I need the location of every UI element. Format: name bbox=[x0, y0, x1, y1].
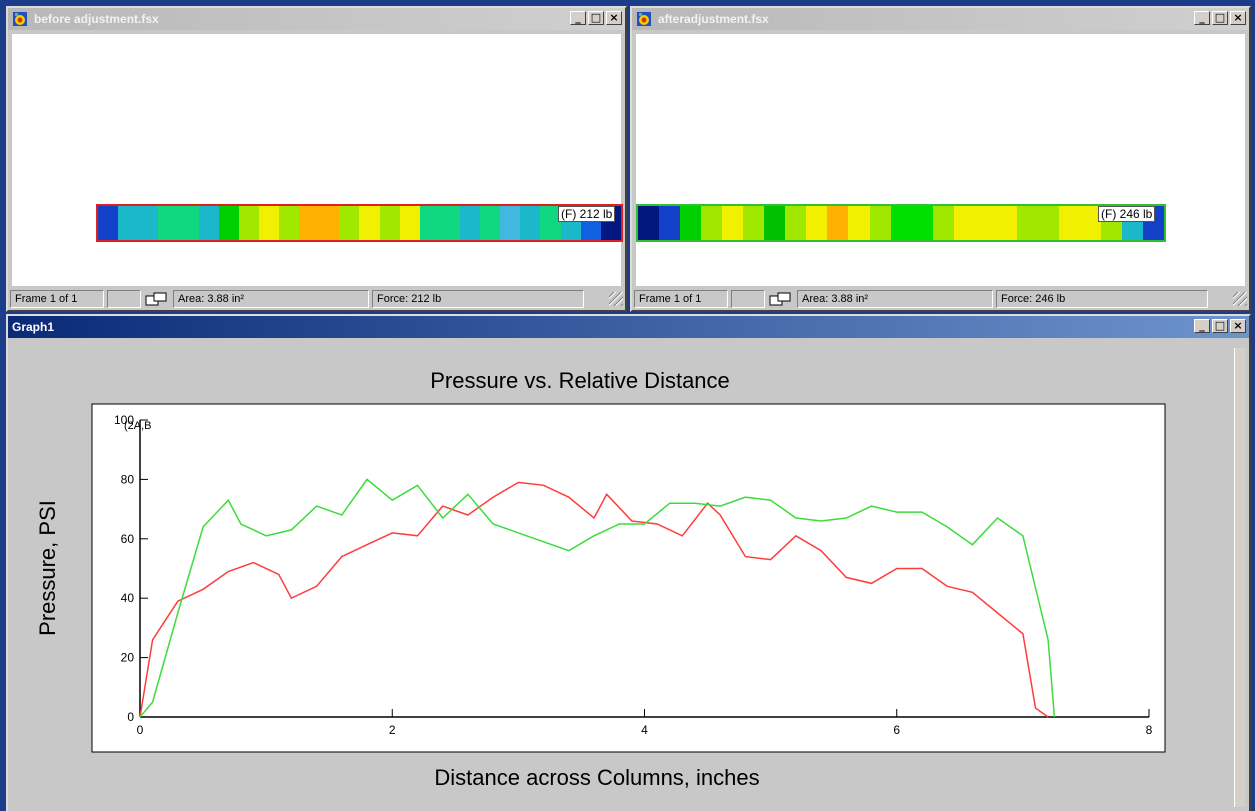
vertical-scrollbar[interactable] bbox=[1234, 348, 1245, 807]
window-titlebar[interactable]: afteradjustment.fsx _ □ × bbox=[632, 8, 1249, 30]
pressure-cell bbox=[540, 206, 561, 240]
force-readout: Force: 212 lb bbox=[372, 290, 584, 308]
pressure-cell bbox=[118, 206, 139, 240]
pressure-cell bbox=[459, 206, 481, 240]
pressure-cell bbox=[827, 206, 849, 240]
pressure-cell bbox=[722, 206, 744, 240]
status-empty bbox=[107, 290, 141, 308]
close-button[interactable]: × bbox=[1230, 319, 1246, 333]
pressure-strip[interactable] bbox=[96, 204, 623, 242]
minimize-button[interactable]: _ bbox=[1194, 319, 1210, 333]
frame-indicator: Frame 1 of 1 bbox=[10, 290, 104, 308]
pressure-cell bbox=[974, 206, 996, 240]
window-titlebar[interactable]: Graph1 _ □ × bbox=[8, 316, 1249, 338]
close-button[interactable]: × bbox=[606, 11, 622, 25]
frame-indicator: Frame 1 of 1 bbox=[634, 290, 728, 308]
window-title: before adjustment.fsx bbox=[34, 12, 159, 26]
pressure-cell bbox=[785, 206, 807, 240]
pressure-cell bbox=[1058, 206, 1080, 240]
pressure-cell bbox=[359, 206, 380, 240]
pressure-cell bbox=[278, 206, 300, 240]
pressure-cell bbox=[890, 206, 912, 240]
pressure-cell bbox=[869, 206, 891, 240]
pressure-cell bbox=[1037, 206, 1059, 240]
minimize-button[interactable]: _ bbox=[570, 11, 586, 25]
pressure-cell bbox=[911, 206, 933, 240]
snapshot-icon[interactable] bbox=[768, 291, 794, 307]
pressure-cell bbox=[743, 206, 765, 240]
status-bar: Frame 1 of 1 Area: 3.88 in² Force: 212 l… bbox=[10, 288, 623, 310]
snapshot-icon[interactable] bbox=[144, 291, 170, 307]
pressure-cell bbox=[500, 206, 521, 240]
size-grip-icon[interactable] bbox=[1233, 292, 1247, 306]
pressure-cell bbox=[995, 206, 1017, 240]
window-titlebar[interactable]: before adjustment.fsx _ □ × bbox=[8, 8, 625, 30]
pressure-cell bbox=[98, 206, 119, 240]
size-grip-icon[interactable] bbox=[609, 292, 623, 306]
file-window-before[interactable]: before adjustment.fsx _ □ × (F) 212 lb F… bbox=[6, 6, 627, 312]
pressure-cell bbox=[379, 206, 400, 240]
pressure-cell bbox=[299, 206, 320, 240]
area-readout: Area: 3.88 in² bbox=[797, 290, 993, 308]
pressure-cell bbox=[319, 206, 340, 240]
pressure-cell bbox=[701, 206, 723, 240]
pressure-cell bbox=[638, 206, 660, 240]
pressure-cell bbox=[439, 206, 460, 240]
minimize-button[interactable]: _ bbox=[1194, 11, 1210, 25]
pressure-cell bbox=[764, 206, 786, 240]
pressure-cell bbox=[238, 206, 259, 240]
pressure-strip[interactable] bbox=[636, 204, 1166, 242]
pressure-cell bbox=[258, 206, 279, 240]
area-readout: Area: 3.88 in² bbox=[173, 290, 369, 308]
pressure-cell bbox=[520, 206, 541, 240]
maximize-button[interactable]: □ bbox=[588, 11, 604, 25]
pressure-cell bbox=[158, 206, 179, 240]
pressure-cell bbox=[198, 206, 219, 240]
pressure-cell bbox=[848, 206, 870, 240]
maximize-button[interactable]: □ bbox=[1212, 11, 1228, 25]
pressure-cell bbox=[399, 206, 420, 240]
status-empty bbox=[731, 290, 765, 308]
pressure-cell bbox=[339, 206, 360, 240]
close-button[interactable]: × bbox=[1230, 11, 1246, 25]
app-sensor-icon bbox=[637, 12, 651, 26]
pressure-cell bbox=[953, 206, 975, 240]
pressure-view[interactable]: (F) 246 lb bbox=[636, 34, 1245, 286]
pressure-cell bbox=[178, 206, 199, 240]
pressure-view[interactable]: (F) 212 lb bbox=[12, 34, 623, 286]
pressure-cell bbox=[932, 206, 954, 240]
graph-window[interactable]: Graph1 _ □ × bbox=[6, 314, 1251, 811]
pressure-cell bbox=[480, 206, 501, 240]
pressure-cell bbox=[218, 206, 239, 240]
pressure-cell bbox=[138, 206, 159, 240]
force-readout: Force: 246 lb bbox=[996, 290, 1208, 308]
pressure-cell bbox=[659, 206, 681, 240]
force-label: (F) 246 lb bbox=[1098, 206, 1156, 222]
window-title: afteradjustment.fsx bbox=[658, 12, 769, 26]
pressure-cell bbox=[680, 206, 702, 240]
force-label: (F) 212 lb bbox=[558, 206, 616, 222]
pressure-cell bbox=[419, 206, 440, 240]
maximize-button[interactable]: □ bbox=[1212, 319, 1228, 333]
pressure-cell bbox=[806, 206, 828, 240]
file-window-after[interactable]: afteradjustment.fsx _ □ × (F) 246 lb Fra… bbox=[630, 6, 1251, 312]
pressure-cell bbox=[1079, 206, 1102, 240]
status-bar: Frame 1 of 1 Area: 3.88 in² Force: 246 l… bbox=[634, 288, 1247, 310]
pressure-cell bbox=[1016, 206, 1038, 240]
app-sensor-icon bbox=[13, 12, 27, 26]
window-title: Graph1 bbox=[12, 320, 55, 334]
